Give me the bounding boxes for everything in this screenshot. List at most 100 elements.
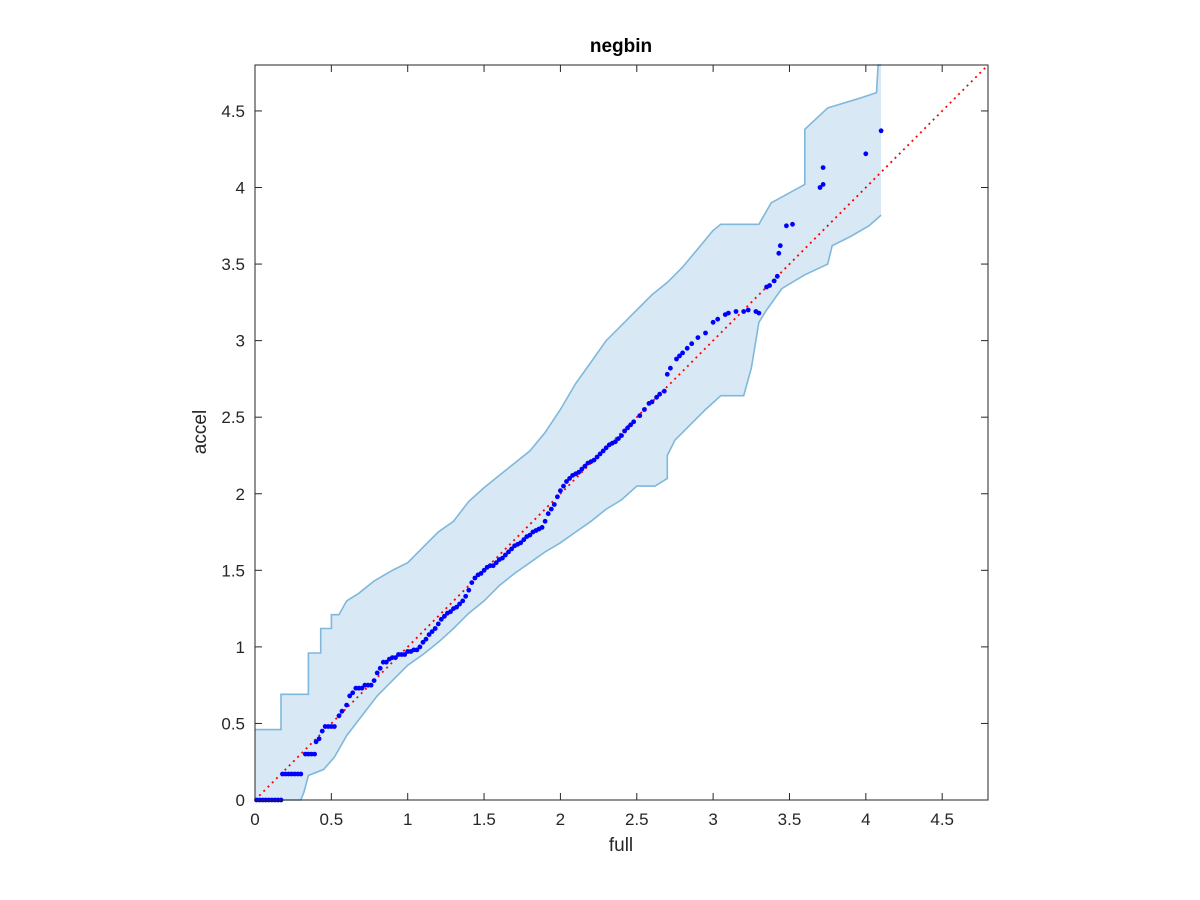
data-point [417,644,423,650]
data-point [745,307,751,313]
data-point [771,278,777,284]
data-point [469,580,475,585]
x-tick-label: 4 [861,810,870,829]
data-point [347,693,353,699]
data-point [576,469,582,475]
data-point [542,518,548,524]
data-point [466,587,472,593]
data-point [817,185,823,190]
data-point [774,273,780,279]
data-point [777,243,783,249]
y-tick-label: 3.5 [221,255,245,274]
data-point [689,341,695,347]
data-point [545,511,551,517]
reference-line [254,64,989,801]
data-point [616,436,621,441]
data-point [703,330,708,336]
data-point [377,665,383,671]
data-point [628,422,634,428]
data-point [619,433,624,438]
data-point [500,555,505,561]
data-point [637,413,643,419]
data-point [654,394,659,400]
data-point [316,736,322,742]
x-tick-label: 2.5 [625,810,649,829]
data-point [820,165,826,171]
x-tick-label: 1 [403,810,412,829]
data-point [527,532,533,538]
data-point [478,571,484,576]
plot-area [254,64,989,803]
data-point [551,502,557,507]
data-point [625,425,630,431]
data-point [548,506,554,512]
data-point [490,563,496,569]
y-tick-label: 4.5 [221,102,245,121]
data-point [438,616,444,622]
data-point [664,371,670,377]
data-point [463,593,469,599]
data-point [622,428,627,434]
y-tick-label: 0 [236,791,245,810]
data-point [371,678,377,683]
data-point [661,388,667,394]
data-point [414,647,420,653]
y-tick-label: 3 [236,332,245,351]
data-point [878,128,884,134]
data-point [695,335,701,340]
x-tick-label: 0 [250,810,259,829]
data-point [668,365,673,371]
data-point [863,151,869,157]
data-point [790,221,795,227]
data-point [423,636,429,642]
data-point [429,629,435,634]
x-axis-label: full [609,835,633,856]
y-tick-label: 2 [236,485,245,504]
data-point [820,182,826,187]
y-tick-label: 4 [236,179,245,198]
data-point [368,682,374,688]
data-point [457,601,462,607]
y-tick-label: 1.5 [221,561,245,580]
data-point [344,702,349,708]
data-point [332,724,337,729]
data-point [674,356,679,362]
data-point [472,575,478,581]
y-axis-label: accel [190,410,211,454]
data-point [481,567,487,573]
confidence-band [255,65,882,800]
data-point [642,407,647,412]
x-tick-label: 1.5 [472,810,496,829]
data-point [393,655,398,660]
data-point [426,632,432,637]
axis-ticks: 0 0.5 1 1.5 2 2.5 3 3.5 4 4.5 0 0.5 1 1.5 2 2.5 3 3.5 4 4.5 [221,65,988,829]
data-point [680,350,685,356]
data-point [350,690,356,696]
data-point [460,598,466,604]
data-point [493,560,499,566]
axes-box [254,64,989,801]
data-point [402,652,408,657]
data-point [726,310,731,316]
data-point [539,525,545,530]
data-point [579,466,585,472]
data-point [442,613,447,619]
data-point [454,604,459,610]
data-point [313,739,319,745]
data-point [613,439,618,445]
data-point [319,728,325,734]
data-point [677,353,682,359]
data-point [435,621,441,627]
data-point [733,309,739,314]
x-tick-label: 3.5 [778,810,802,829]
data-point [784,223,789,229]
data-point [558,488,563,494]
data-point [506,549,511,555]
data-point [561,483,566,489]
data-point [649,399,655,405]
x-tick-label: 3 [708,810,717,829]
data-point [684,345,690,351]
x-tick-label: 4.5 [930,810,954,829]
data-point [594,454,600,460]
